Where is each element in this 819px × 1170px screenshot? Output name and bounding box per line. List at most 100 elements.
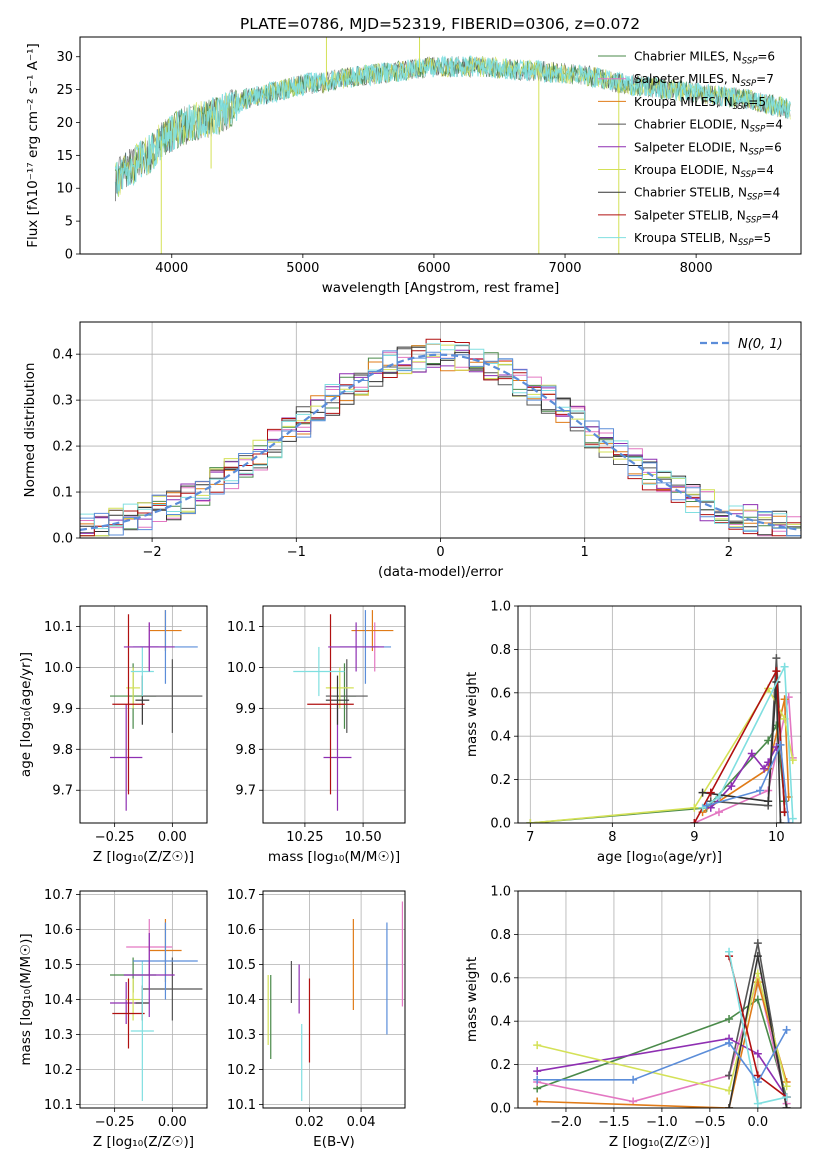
weight-marker [788,814,797,823]
weight-marker [702,801,711,810]
weight-marker [714,808,723,817]
y-tick-label: 25 [56,83,73,98]
y-axis-label: Flux [fλ10⁻¹⁷ erg cm⁻² s⁻¹ A⁻¹] [25,43,41,248]
legend-value: =4 [761,208,779,222]
x-tick-label: −0.25 [95,1115,135,1130]
weight-marker [776,819,785,823]
legend-subscript: SSP [742,57,758,67]
weight-marker [753,995,762,1004]
x-tick-label: 0.02 [295,1115,324,1130]
weight-marker [782,1093,791,1102]
axes-frame: 0.02 0.04 10.1 10.2 10.3 10.4 10.5 10.6 10.7 E(B-… [227,888,406,1150]
y-tick-label: 0.8 [490,643,511,658]
legend-label: Chabrier ELODIE, NSSP=4 [634,118,783,135]
weight-marker [764,797,773,806]
axes-frame: 7 8 9 10 0.0 0.2 0.4 0.6 0.8 1.0 age [log₁₀(age/yr… [464,600,802,865]
x-axis-label: wavelength [Angstrom, rest frame] [322,280,560,296]
y-tick-label: 0.2 [52,440,73,455]
x-axis-label: E(B-V) [313,1134,355,1150]
weight-marker [753,939,762,948]
plot-age-vs-Z: −0.25 0.00 9.7 9.8 9.9 10.0 10.1 Z [log₁₀(Z/Z☉)… [18,605,208,865]
plot-age-vs-mass: 10.25 10.50 9.7 9.8 9.9 10.0 10.1 mass [log₁₀(M… [227,605,406,865]
x-tick-label: 9 [690,830,698,845]
legend-subscript: SSP [746,215,762,225]
weight-marker [725,947,734,956]
x-tick-label: 5000 [286,261,319,276]
weight-marker [753,1077,762,1086]
plot-mass-vs-Z: −0.25 0.00 10.1 10.2 10.3 10.4 10.5 10.6 10.7 Z [… [18,888,208,1150]
weight-marker [714,792,723,801]
legend-nssp: N [733,50,742,64]
y-axis-label: mass [log₁₀(M/M☉)] [18,933,34,1065]
legend-nssp: N [737,208,746,222]
legend-value: =5 [748,95,766,109]
weight-marker [755,786,764,795]
y-tick-label: 0.4 [490,730,511,745]
legend-label: Chabrier STELIB, NSSP=4 [634,186,780,203]
axes-frame: 10.25 10.50 9.7 9.8 9.9 10.0 10.1 mass [log₁₀(M… [227,605,406,865]
y-tick-label: 10.5 [44,958,73,973]
y-tick-label: 0.0 [52,532,73,547]
y-axis-label: mass weight [464,957,480,1042]
y-tick-label: 10.2 [227,1063,256,1078]
x-tick-label: −2.0 [550,1115,582,1130]
x-tick-label: 10 [768,830,785,845]
legend-value: =4 [763,186,781,200]
y-tick-label: 0.2 [490,773,511,788]
x-tick-label: 0 [436,545,444,560]
weight-marker [725,1038,734,1047]
x-tick-label: −0.5 [694,1115,726,1130]
x-tick-label: −0.25 [95,830,135,845]
weight-marker [706,788,715,797]
weight-line [710,746,778,809]
legend-value: =4 [756,163,774,177]
figure-title: PLATE=0786, MJD=52319, FIBERID=0306, z=0… [240,15,640,33]
y-tick-label: 9.9 [235,702,256,717]
weight-marker [725,1104,734,1108]
axes-border [517,605,802,824]
legend-subscript: SSP [738,238,754,248]
y-tick-label: 9.8 [52,743,73,758]
x-tick-label: 4000 [155,261,188,276]
x-tick-label: 1 [581,545,589,560]
legend-subscript: SSP [741,79,757,89]
legend-subscript: SSP [748,147,764,157]
legend-nssp: N [732,163,741,177]
weight-marker [760,764,769,773]
legend-label: Kroupa STELIB, NSSP=5 [634,231,771,248]
legend-label: Salpeter STELIB, NSSP=4 [634,208,779,225]
legend-nssp: N [739,140,748,154]
weight-marker [533,1067,542,1076]
x-tick-label: 8 [608,830,616,845]
y-tick-label: 10.0 [227,661,256,676]
axes-frame: −2.0 −1.5 −1.0 −0.5 0.0 0.0 0.2 0.4 0.6 0.8 1.0 Z [… [464,885,802,1150]
y-tick-label: 10.4 [227,993,256,1008]
weight-marker [784,819,793,823]
weight-line [702,663,794,819]
y-tick-label: 10.7 [44,888,73,903]
x-axis-label: (data-model)/error [378,564,504,580]
legend-subscript: SSP [733,102,749,112]
weight-marker [526,819,535,823]
weight-marker [753,1099,762,1108]
x-axis-label: Z [log₁₀(Z/Z☉)] [609,1134,710,1150]
y-tick-label: 10.1 [44,620,73,635]
y-tick-label: 10.6 [227,923,256,938]
y-tick-label: 10.3 [227,1028,256,1043]
y-tick-label: 0.3 [52,394,73,409]
x-tick-label: −1.0 [646,1115,678,1130]
weight-marker [782,1104,791,1108]
axes-border [79,36,802,255]
histogram-step [80,343,801,537]
y-tick-label: 9.7 [235,784,256,799]
y-tick-label: 5 [65,215,73,230]
weight-marker [780,662,789,671]
legend-value: =5 [754,231,772,245]
plot-area [80,891,207,1108]
y-tick-label: 10.3 [44,1028,73,1043]
plot-area [80,322,801,538]
legend-value: =6 [764,140,782,154]
plot-residual-histogram: −2 −1 0 1 2 0.0 0.1 0.2 0.3 0.4 N(0, 1) (data-model… [22,321,802,580]
plot-spectrum: 4000 5000 6000 7000 8000 0 5 10 15 20 25 30 Chabrier… [25,36,802,296]
legend-subscript: SSP [750,125,766,135]
